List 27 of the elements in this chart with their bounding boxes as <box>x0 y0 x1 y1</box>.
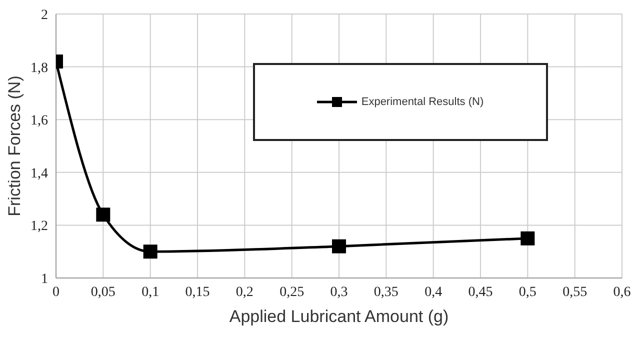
point <box>520 231 535 246</box>
y-tick-label: 1,4 <box>30 166 48 182</box>
x-tick-label: 0,15 <box>185 284 210 300</box>
x-tick-label: 0,4 <box>424 284 442 300</box>
x-tick-label: 0 <box>52 284 60 300</box>
x-tick-label: 0,1 <box>142 284 160 300</box>
y-tick-label: 1,8 <box>30 60 48 76</box>
x-tick-label: 0,3 <box>330 284 348 300</box>
x-tick-label: 0,6 <box>613 284 631 300</box>
point <box>332 239 346 254</box>
x-tick-label: 0,2 <box>236 284 254 300</box>
point <box>143 244 158 259</box>
y-tick-label: 1 <box>41 272 48 287</box>
x-tick-label: 0,45 <box>468 284 493 300</box>
legend-label: Experimental Results (N) <box>361 96 484 108</box>
y-tick-label: 2 <box>41 8 48 23</box>
x-tick-label: 0,5 <box>518 284 536 300</box>
y-axis-title: Friction Forces (N) <box>5 76 24 216</box>
x-axis-title: Applied Lubricant Amount (g) <box>229 307 449 326</box>
y-tick-label: 1,6 <box>30 114 48 129</box>
legend-frame: Experimental Results (N) <box>253 63 548 141</box>
point <box>96 208 110 222</box>
x-tick-label: 0,55 <box>562 284 588 300</box>
x-tick-label: 0,25 <box>280 284 304 300</box>
x-tick-label: 0,05 <box>90 284 116 300</box>
x-tick-label: 0,35 <box>374 284 398 300</box>
y-tick-label: 1,2 <box>30 219 48 234</box>
